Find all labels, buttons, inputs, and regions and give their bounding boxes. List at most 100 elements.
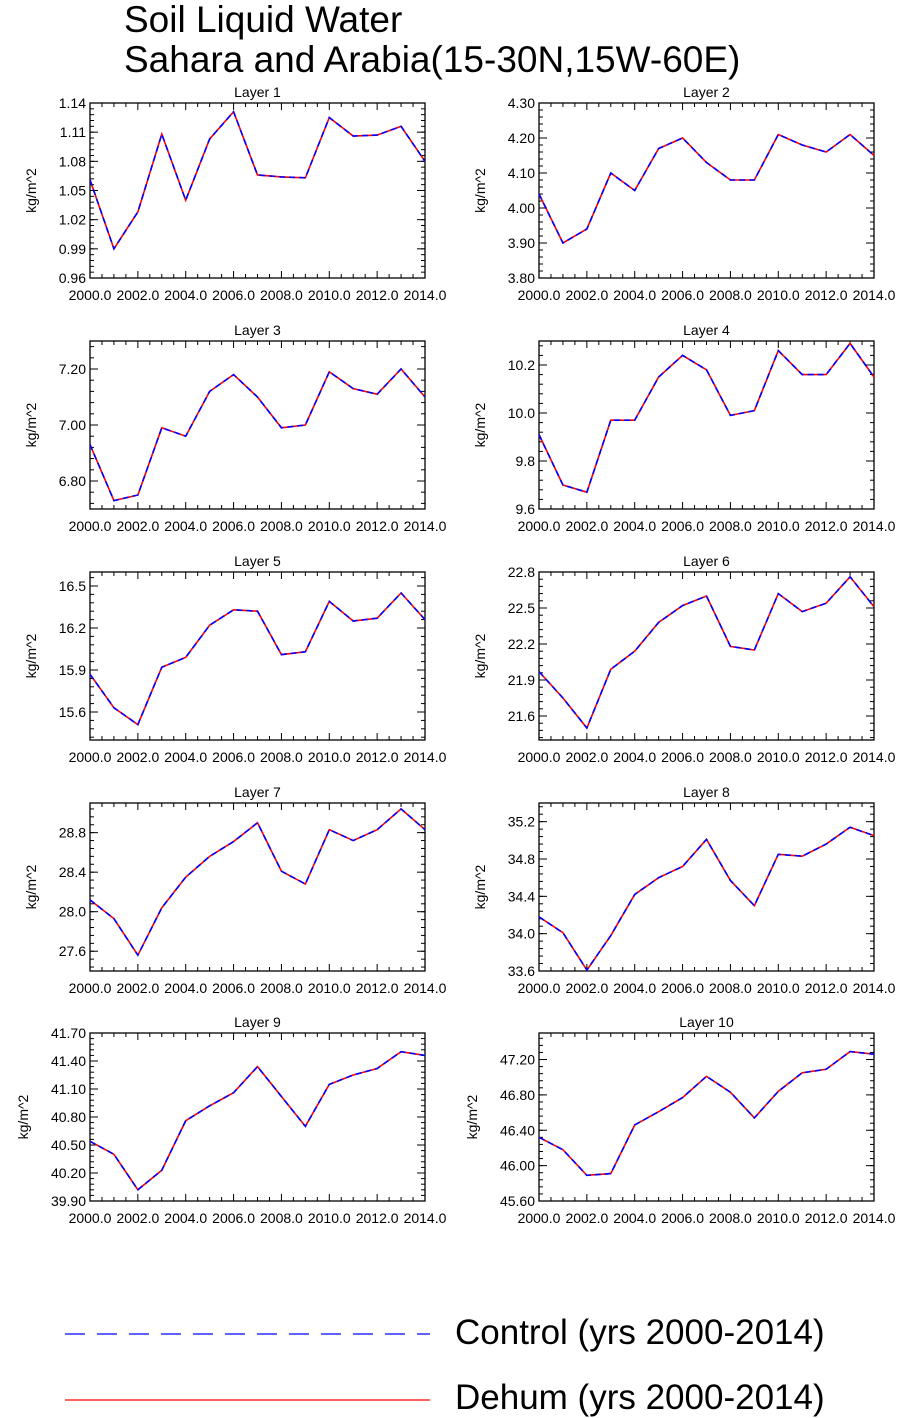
x-tick-label: 2000.0 <box>518 1210 561 1226</box>
x-tick-label: 2014.0 <box>404 749 447 765</box>
x-tick-label: 2002.0 <box>116 518 159 534</box>
x-tick-label: 2008.0 <box>260 749 303 765</box>
y-tick-label: 4.30 <box>508 95 535 111</box>
x-tick-label: 2010.0 <box>308 980 351 996</box>
panel-title: Layer 6 <box>683 553 730 569</box>
x-tick-label: 2010.0 <box>757 980 800 996</box>
y-tick-label: 1.11 <box>60 124 86 140</box>
panel-title: Layer 9 <box>234 1014 281 1030</box>
y-tick-label: 10.2 <box>508 357 535 373</box>
x-tick-label: 2002.0 <box>565 518 608 534</box>
chart-panel-7: Layer 7 2000.0 2002.0 2004.0 2006.0 2008.0 201… <box>23 784 447 996</box>
series-control-line <box>538 575 875 730</box>
x-tick-label: 2010.0 <box>308 1210 351 1226</box>
x-tick-label: 2006.0 <box>212 518 255 534</box>
x-tick-label: 2006.0 <box>212 980 255 996</box>
y-tick-label: 0.99 <box>59 241 86 257</box>
x-tick-label: 2002.0 <box>565 980 608 996</box>
chart-subtitle: Sahara and Arabia(15-30N,15W-60E) <box>124 39 741 80</box>
plot-frame <box>89 571 426 741</box>
x-tick-label: 2000.0 <box>518 287 561 303</box>
x-tick-label: 2010.0 <box>308 287 351 303</box>
y-tick-label: 34.4 <box>508 888 535 904</box>
x-tick-label: 2012.0 <box>805 980 848 996</box>
y-tick-label: 34.0 <box>508 926 535 942</box>
x-tick-label: 2006.0 <box>661 749 704 765</box>
plot-frame <box>538 802 875 972</box>
x-tick-label: 2008.0 <box>260 1210 303 1226</box>
x-tick-label: 2010.0 <box>757 1210 800 1226</box>
y-tick-label: 21.9 <box>508 672 535 688</box>
panel-title: Layer 3 <box>234 322 281 338</box>
panel-title: Layer 5 <box>234 553 281 569</box>
y-tick-label: 3.80 <box>508 270 535 286</box>
y-tick-label: 7.20 <box>59 361 86 377</box>
x-tick-label: 2000.0 <box>69 518 112 534</box>
y-tick-label: 6.80 <box>59 473 86 489</box>
series-control-line <box>538 826 875 972</box>
plot-frame <box>89 102 426 279</box>
y-tick-label: 40.80 <box>51 1109 86 1125</box>
x-tick-label: 2010.0 <box>757 518 800 534</box>
y-tick-label: 21.6 <box>508 708 535 724</box>
panel-title: Layer 10 <box>679 1014 734 1030</box>
y-axis-label: kg/m^2 <box>23 402 39 447</box>
chart-panel-2: Layer 2 2000.0 2002.0 2004.0 2006.0 2008.0 201… <box>472 84 896 303</box>
series-dehum-line <box>89 367 426 502</box>
y-axis-label: kg/m^2 <box>472 633 488 678</box>
x-tick-label: 2012.0 <box>356 749 399 765</box>
y-tick-label: 27.6 <box>59 943 86 959</box>
x-tick-label: 2002.0 <box>565 1210 608 1226</box>
x-tick-label: 2012.0 <box>805 287 848 303</box>
panel-title: Layer 1 <box>234 84 281 100</box>
y-tick-label: 35.2 <box>508 814 535 830</box>
x-tick-label: 2002.0 <box>565 287 608 303</box>
y-tick-label: 46.00 <box>500 1158 535 1174</box>
y-tick-label: 1.14 <box>59 95 86 111</box>
x-tick-label: 2004.0 <box>613 1210 656 1226</box>
x-tick-label: 2014.0 <box>853 287 896 303</box>
y-tick-label: 39.90 <box>51 1193 86 1209</box>
x-tick-label: 2000.0 <box>518 749 561 765</box>
x-tick-label: 2014.0 <box>853 518 896 534</box>
x-tick-label: 2000.0 <box>69 1210 112 1226</box>
chart-panel-6: Layer 6 2000.0 2002.0 2004.0 2006.0 2008.0 201… <box>472 553 896 765</box>
x-tick-label: 2002.0 <box>116 287 159 303</box>
series-dehum-line <box>538 575 875 730</box>
x-tick-label: 2004.0 <box>164 749 207 765</box>
x-tick-label: 2012.0 <box>356 518 399 534</box>
x-tick-label: 2012.0 <box>356 287 399 303</box>
x-tick-label: 2014.0 <box>404 518 447 534</box>
y-tick-label: 45.60 <box>500 1193 535 1209</box>
series-control-line <box>89 807 426 957</box>
x-tick-label: 2000.0 <box>69 980 112 996</box>
x-tick-label: 2000.0 <box>518 980 561 996</box>
chart-panel-4: Layer 4 2000.0 2002.0 2004.0 2006.0 2008.0 201… <box>472 322 896 534</box>
x-tick-label: 2002.0 <box>116 980 159 996</box>
x-tick-label: 2014.0 <box>853 980 896 996</box>
y-axis-label: kg/m^2 <box>15 1094 31 1139</box>
y-tick-label: 4.10 <box>508 165 535 181</box>
x-tick-label: 2006.0 <box>212 749 255 765</box>
x-tick-label: 2006.0 <box>661 1210 704 1226</box>
series-dehum-line <box>89 110 426 251</box>
x-tick-label: 2008.0 <box>260 980 303 996</box>
x-tick-label: 2008.0 <box>709 980 752 996</box>
y-axis-label: kg/m^2 <box>472 402 488 447</box>
series-dehum-line <box>89 1050 426 1191</box>
y-tick-label: 4.20 <box>508 130 535 146</box>
y-tick-label: 7.00 <box>59 417 86 433</box>
chart-panel-1: Layer 1 2000.0 2002.0 2004.0 2006.0 2008.0 201… <box>23 84 447 303</box>
series-dehum-line <box>538 342 875 494</box>
x-tick-label: 2004.0 <box>613 749 656 765</box>
plot-frame <box>89 340 426 510</box>
x-tick-label: 2004.0 <box>613 980 656 996</box>
x-tick-label: 2004.0 <box>164 980 207 996</box>
y-tick-label: 1.05 <box>59 183 86 199</box>
y-tick-label: 28.4 <box>59 864 86 880</box>
x-tick-label: 2004.0 <box>164 287 207 303</box>
plot-frame <box>89 802 426 972</box>
x-tick-label: 2006.0 <box>661 287 704 303</box>
x-tick-label: 2010.0 <box>757 749 800 765</box>
